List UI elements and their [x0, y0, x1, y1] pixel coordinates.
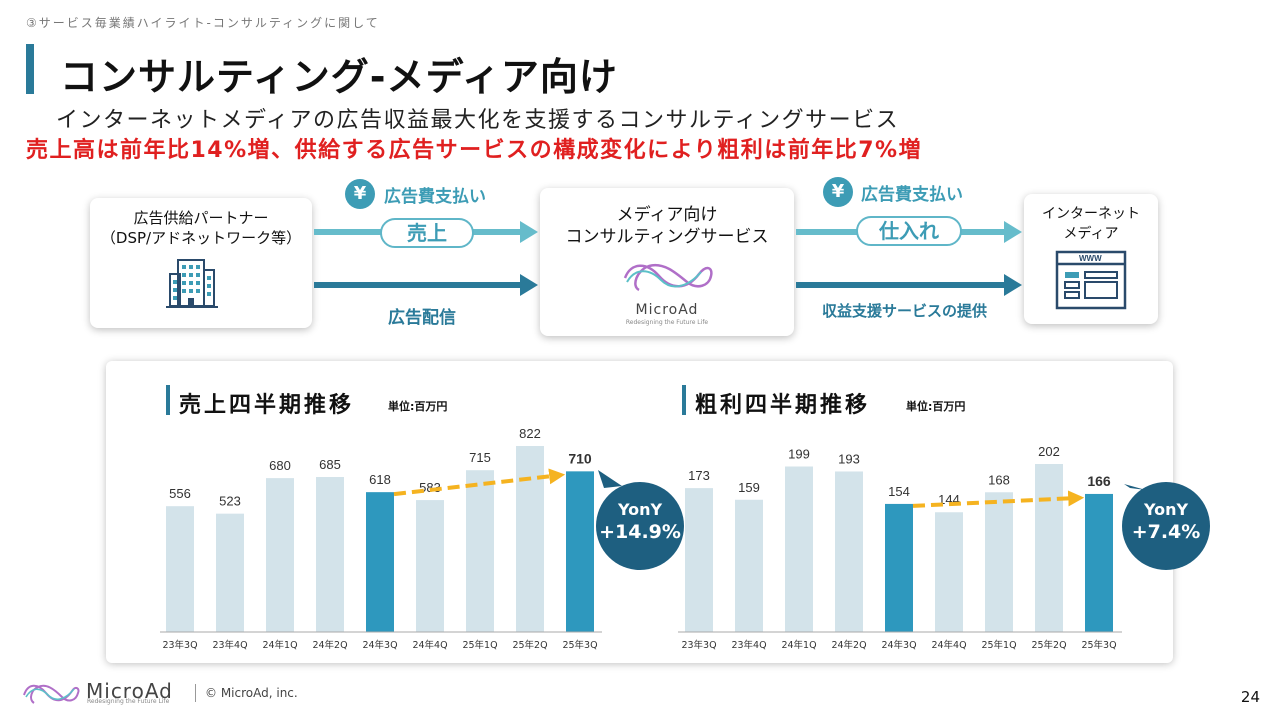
yen-icon-right: ¥ — [823, 177, 853, 207]
page-title: コンサルティング-メディア向け — [60, 55, 618, 99]
payment-label-right: 広告費支払い — [861, 185, 963, 205]
gross-chart-unit: 単位:百万円 — [906, 400, 966, 413]
partner-label-line2: （DSP/アドネットワーク等） — [100, 229, 302, 247]
section-label: ③サービス毎業績ハイライト-コンサルティングに関して — [26, 16, 380, 30]
sales-yony-value: +14.9% — [599, 521, 681, 543]
footer-copyright: © MicroAd, inc. — [205, 686, 298, 700]
media-label-line2: メディア — [1063, 226, 1119, 242]
footer-logo-icon — [23, 684, 80, 704]
sales-chart-unit: 単位:百万円 — [388, 400, 448, 413]
ad-delivery-label: 広告配信 — [388, 308, 456, 328]
sales-pill: 売上 — [380, 218, 474, 248]
sales-yony-label: YonY — [617, 500, 663, 519]
page-number: 24 — [1240, 688, 1260, 706]
gross-chart-title-bar — [682, 385, 686, 415]
revenue-support-label: 収益支援サービスの提供 — [822, 302, 988, 320]
footer-logo-text: MicroAd — [86, 679, 173, 703]
media-label-line1: インターネット — [1042, 206, 1140, 222]
media-box: インターネット メディア WWW — [1024, 194, 1158, 324]
service-label-line1: メディア向け — [616, 205, 718, 225]
footer-separator — [195, 684, 196, 702]
payment-label-left: 広告費支払い — [384, 187, 486, 207]
microad-logo-icon — [623, 263, 713, 292]
footer-logo-tagline: Redesigning the Future Life — [87, 698, 170, 705]
sales-chart-title-bar — [166, 385, 170, 415]
svg-text:WWW: WWW — [1079, 254, 1102, 263]
title-accent-bar — [26, 44, 34, 94]
sales-chart-title: 売上四半期推移 — [179, 393, 355, 418]
gross-yony-value: +7.4% — [1131, 521, 1201, 543]
website-icon: WWW — [1055, 250, 1127, 310]
service-box: メディア向け コンサルティングサービス MicroAd Redesigning … — [540, 188, 794, 336]
highlight-text: 売上高は前年比14%増、供給する広告サービスの構成変化により粗利は前年比7%増 — [26, 138, 923, 163]
revenue-support-arrow — [796, 274, 1022, 296]
service-logo-text: MicroAd — [635, 302, 699, 318]
sales-yony-badge: YonY +14.9% — [596, 482, 684, 570]
service-label-line2: コンサルティングサービス — [565, 227, 769, 247]
purchase-pill: 仕入れ — [856, 216, 962, 246]
ad-delivery-arrow — [314, 274, 538, 296]
page-subtitle: インターネットメディアの広告収益最大化を支援するコンサルティングサービス — [56, 108, 900, 133]
gross-chart-title: 粗利四半期推移 — [695, 393, 871, 418]
partner-box: 広告供給パートナー （DSP/アドネットワーク等） — [90, 198, 312, 328]
service-logo-tagline: Redesigning the Future Life — [625, 319, 709, 326]
building-icon — [166, 259, 218, 308]
gross-yony-badge: YonY +7.4% — [1122, 482, 1210, 570]
yen-icon-left: ¥ — [345, 179, 375, 209]
partner-label-line1: 広告供給パートナー — [133, 209, 269, 227]
gross-yony-label: YonY — [1143, 500, 1189, 519]
